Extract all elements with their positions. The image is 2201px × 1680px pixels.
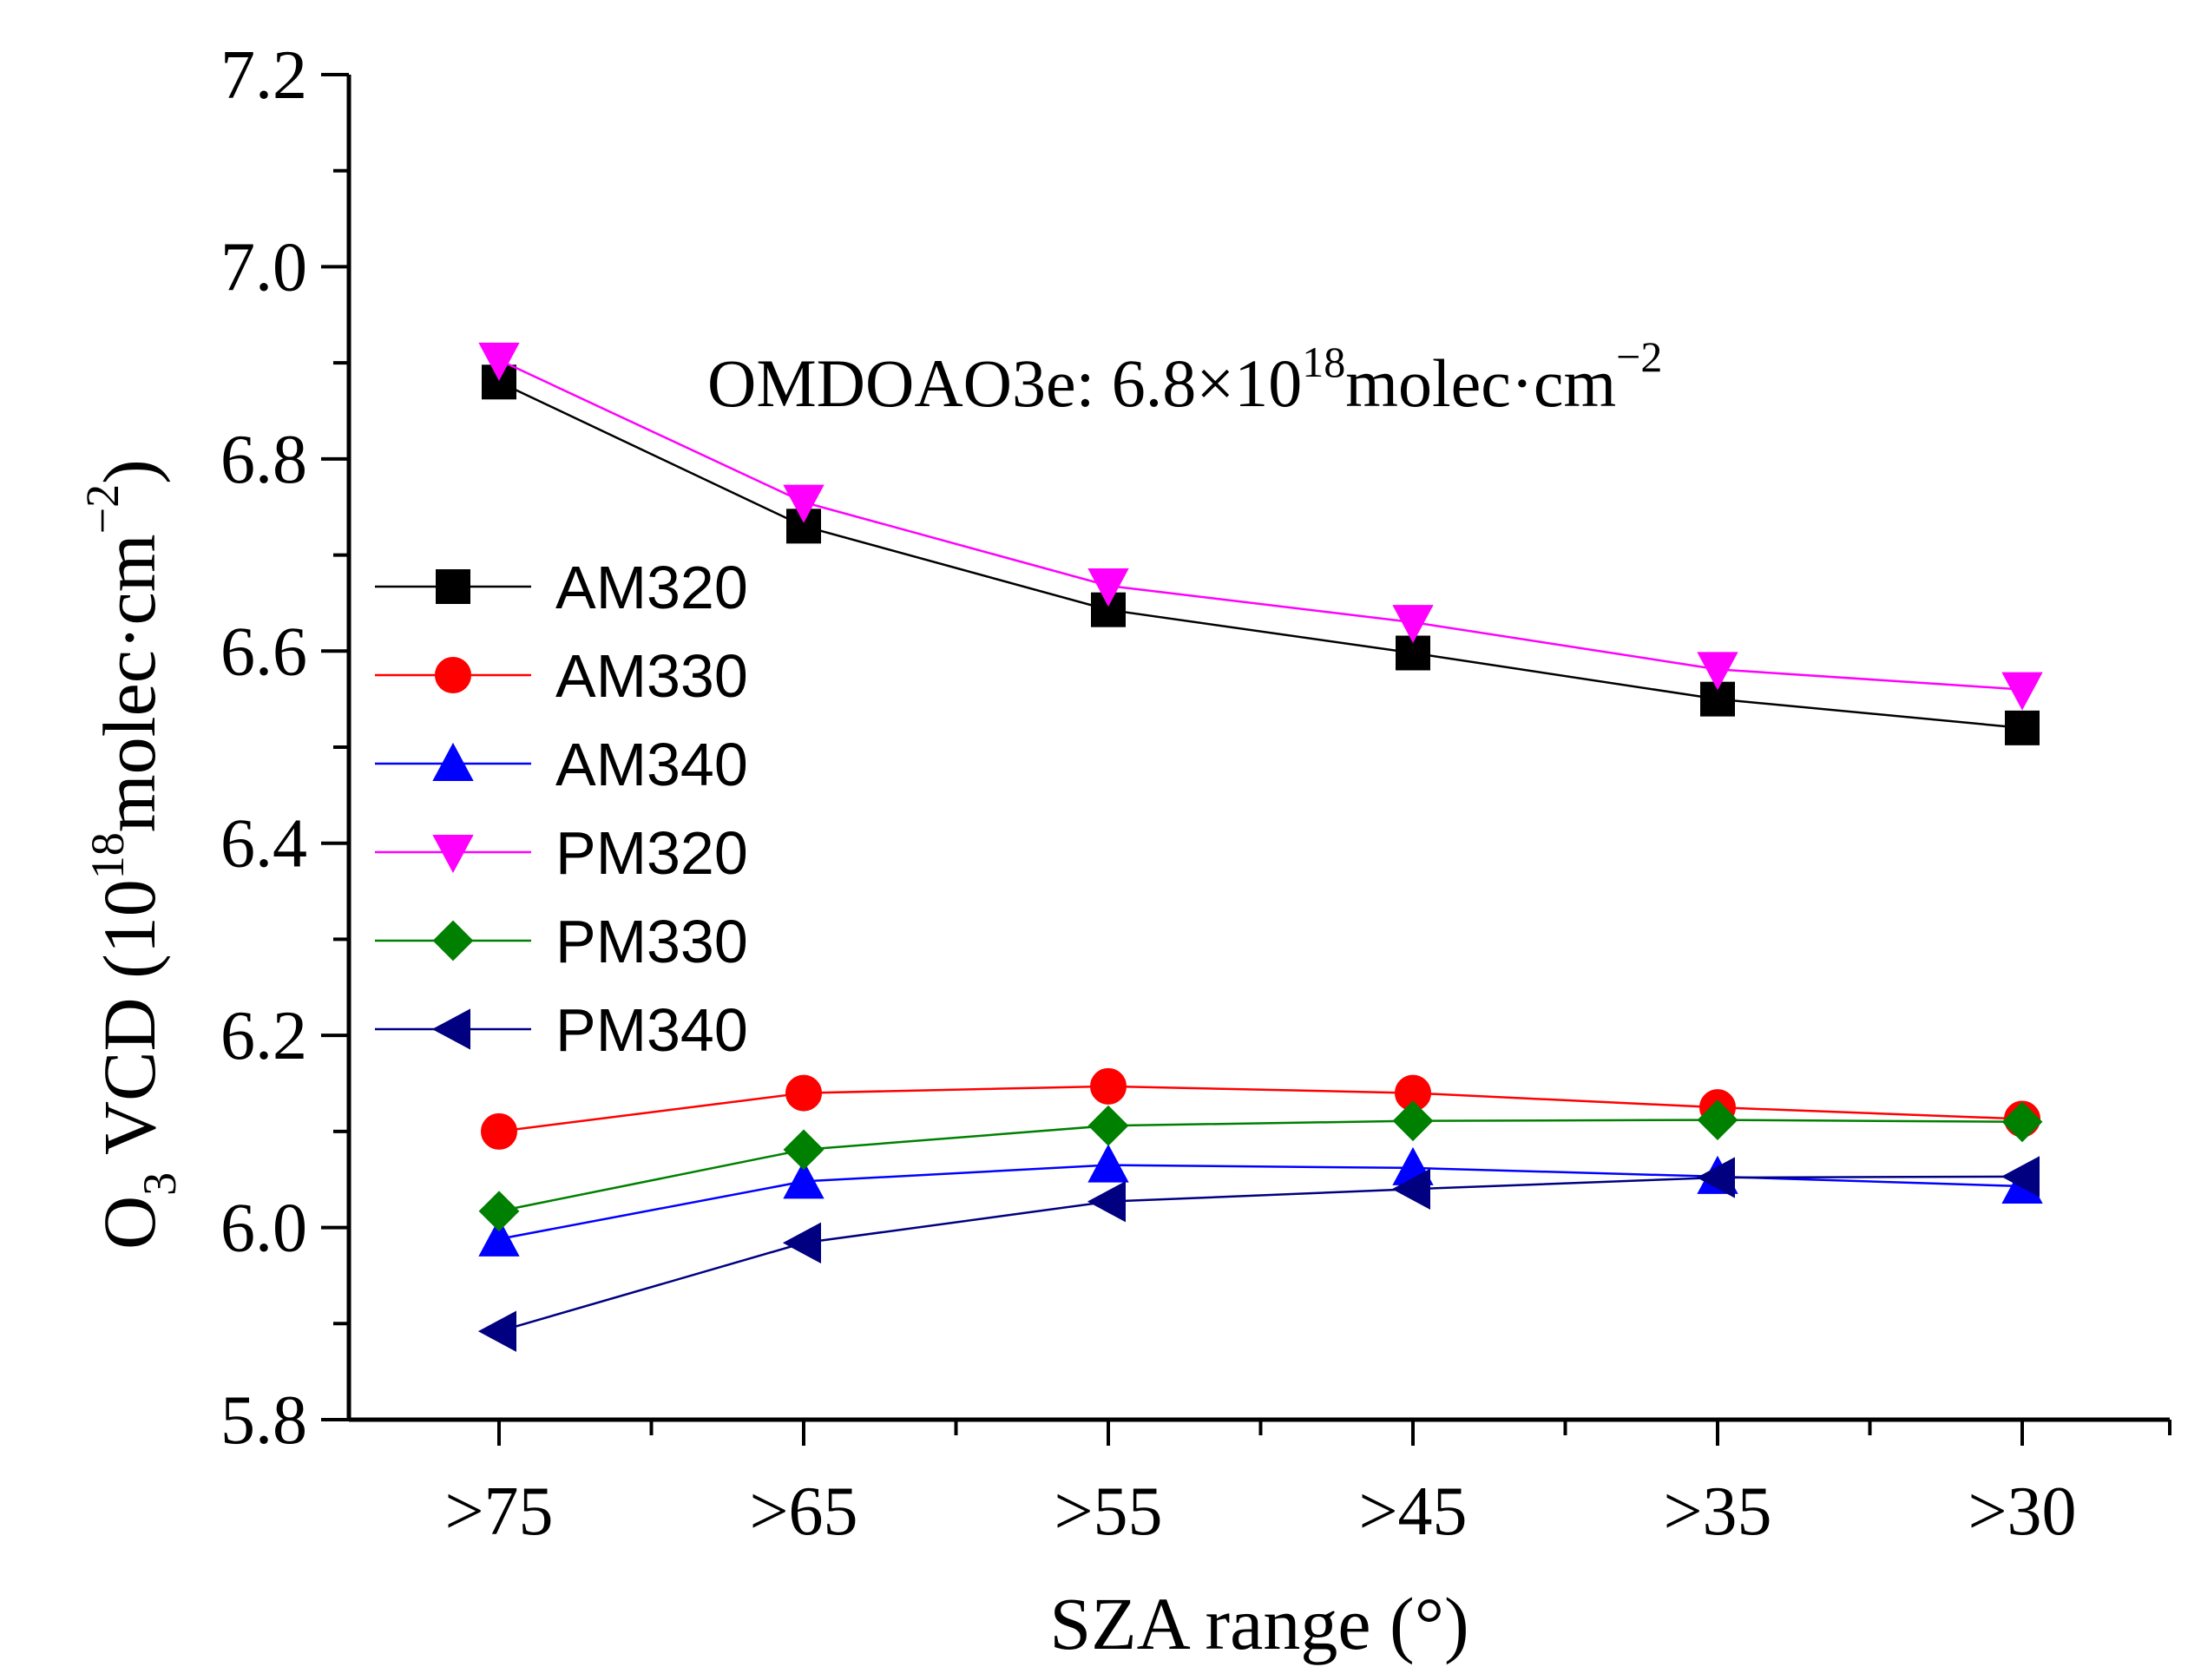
- data-point: [2001, 1101, 2043, 1143]
- series-pm330: [478, 1099, 2043, 1232]
- y-tick-label: 7.0: [220, 229, 307, 305]
- data-point: [1392, 605, 1434, 644]
- data-point: [478, 1217, 520, 1257]
- data-point: [783, 1160, 825, 1199]
- series-am330: [481, 1067, 2040, 1150]
- series-pm340: [477, 1156, 2040, 1352]
- y-tick-label: 6.2: [220, 998, 307, 1074]
- data-point: [478, 342, 520, 381]
- series-line: [498, 381, 2023, 730]
- annotation-prefix: OMDOAO3e: 6.8×10: [707, 345, 1302, 421]
- x-tick-label: >35: [1663, 1473, 1771, 1550]
- legend-item-am320: AM320: [375, 554, 748, 621]
- legend-label: AM340: [555, 731, 748, 798]
- x-tick-label: >30: [1968, 1473, 2076, 1550]
- legend-item-am330: AM330: [375, 642, 748, 710]
- y-title-species: O: [88, 1196, 171, 1250]
- x-tick-label: >75: [444, 1473, 553, 1550]
- legend: AM320 AM330 AM340 PM320 PM330 PM340: [375, 554, 748, 1064]
- legend-marker: [432, 920, 474, 961]
- legend-marker: [432, 742, 474, 781]
- legend-marker: [435, 657, 471, 693]
- data-point: [477, 1310, 516, 1352]
- legend-label: AM320: [555, 554, 748, 621]
- legend-marker: [436, 569, 470, 604]
- data-point: [1696, 1157, 1735, 1198]
- y-title-exp: 18: [82, 832, 134, 879]
- y-tick-label: 6.0: [220, 1191, 307, 1267]
- series-am340: [478, 1144, 2043, 1257]
- data-point: [783, 484, 825, 523]
- data-point: [1090, 1067, 1127, 1105]
- legend-label: PM320: [555, 819, 748, 887]
- x-axis-title: SZA range (°): [1049, 1582, 1468, 1665]
- y-title-main: VCD (10: [88, 879, 171, 1172]
- legend-item-am340: AM340: [375, 731, 748, 798]
- data-point: [2001, 672, 2043, 711]
- y-tick-label: 5.8: [220, 1382, 307, 1459]
- y-tick-label: 6.8: [220, 422, 307, 498]
- legend-item-pm340: PM340: [375, 996, 748, 1064]
- series-line: [498, 358, 2023, 691]
- y-axis-title: O3 VCD (1018molec·cm−2): [76, 459, 186, 1250]
- x-tick-label: >65: [749, 1473, 857, 1550]
- series-layer: [477, 342, 2043, 1352]
- annotation-unit-exp: −2: [1616, 332, 1662, 381]
- data-point: [1087, 1144, 1129, 1183]
- series-line: [498, 1164, 2023, 1241]
- legend-label: PM340: [555, 996, 748, 1064]
- y-title-species-sub: 3: [134, 1172, 186, 1196]
- y-tick-label: 6.4: [220, 806, 307, 883]
- data-point: [1087, 1181, 1126, 1223]
- data-point: [2005, 710, 2040, 745]
- y-title-close: ): [88, 459, 171, 484]
- annotation-exp: 18: [1302, 338, 1345, 386]
- data-point: [481, 1112, 517, 1150]
- legend-item-pm330: PM330: [375, 908, 748, 975]
- data-point: [2001, 1156, 2040, 1198]
- data-point: [1697, 652, 1738, 691]
- data-point: [1391, 1168, 1430, 1210]
- series-line: [498, 1119, 2023, 1212]
- y-ticks: 5.8 6.0 6.2 6.4 6.6 6.8 7.0 7.2: [220, 37, 349, 1459]
- legend-label: PM330: [555, 908, 748, 975]
- series-pm320: [478, 342, 2043, 711]
- series-line: [498, 1085, 2023, 1133]
- legend-marker: [432, 835, 474, 874]
- data-point: [783, 1129, 825, 1171]
- x-tick-label: >45: [1358, 1473, 1467, 1550]
- data-point: [1087, 568, 1129, 607]
- data-point: [785, 1074, 822, 1112]
- axes: 5.8 6.0 6.2 6.4 6.6 6.8 7.0 7.2 >75 >65 >55 >45 >35…: [220, 37, 2171, 1550]
- series-line: [498, 1175, 2023, 1333]
- annotation-unit: molec·cm: [1345, 345, 1616, 421]
- data-point: [782, 1222, 821, 1263]
- legend-label: AM330: [555, 642, 748, 710]
- y-title-unit: molec·cm: [88, 534, 171, 832]
- data-point: [1087, 1105, 1129, 1146]
- data-point: [1697, 1099, 1738, 1140]
- chart-annotation: OMDOAO3e: 6.8×1018molec·cm−2: [707, 332, 1662, 421]
- legend-item-pm320: PM320: [375, 819, 748, 887]
- y-title-unit-exp: −2: [76, 484, 128, 534]
- series-am320: [482, 364, 2040, 745]
- x-ticks: >75 >65 >55 >45 >35 >30: [444, 1420, 2171, 1550]
- legend-marker: [431, 1008, 470, 1050]
- y-tick-label: 6.6: [220, 614, 307, 690]
- x-tick-label: >55: [1054, 1473, 1162, 1550]
- data-point: [1392, 1100, 1434, 1142]
- y-tick-label: 7.2: [220, 37, 307, 114]
- data-point: [478, 1191, 520, 1232]
